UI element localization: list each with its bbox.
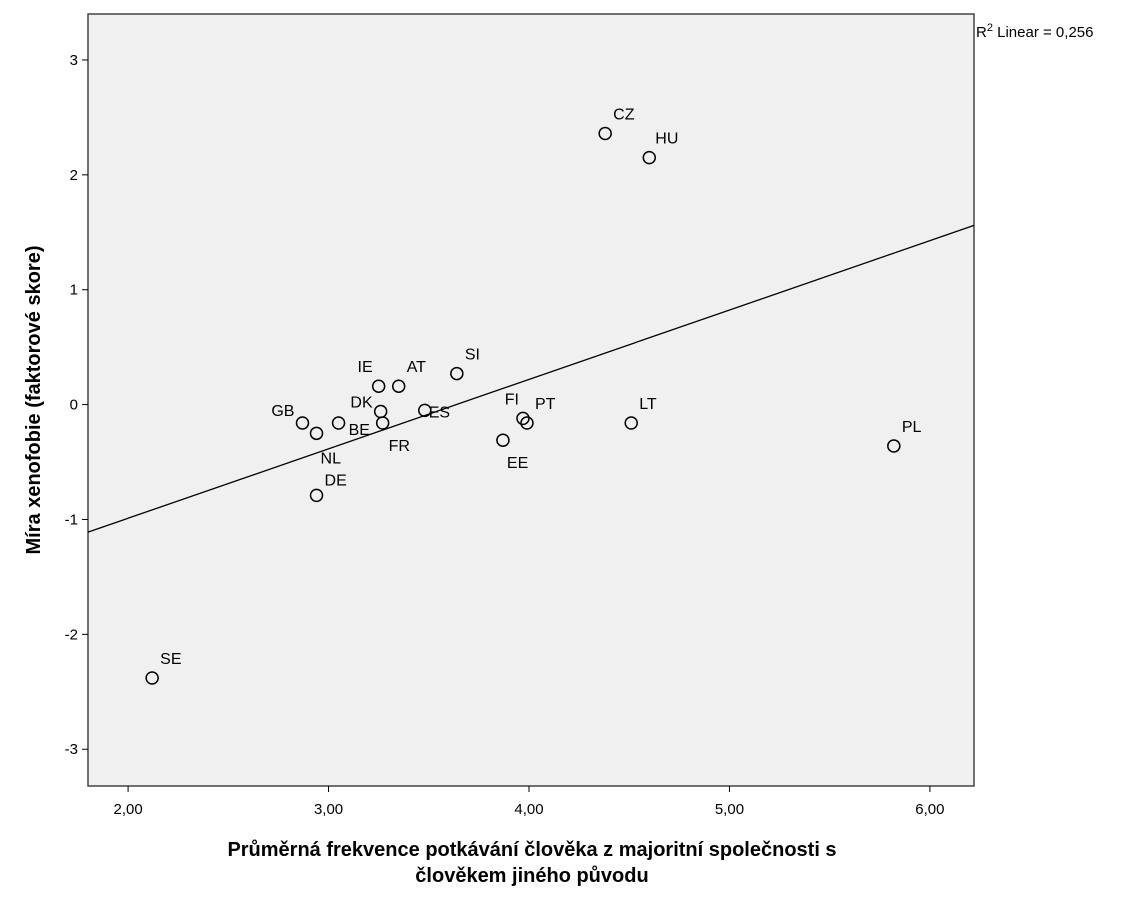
point-label: CZ (613, 106, 635, 123)
point-label: DK (350, 394, 373, 411)
y-tick-label: 0 (70, 397, 78, 414)
point-label: LT (639, 396, 657, 413)
x-tick-label: 5,00 (715, 801, 744, 818)
point-label: IE (358, 359, 373, 376)
point-marker (331, 416, 346, 430)
point-label: HU (655, 131, 678, 148)
point-marker (295, 416, 310, 430)
point-marker (624, 416, 638, 430)
x-axis-title-line1: Průměrná frekvence potkávání člověka z m… (227, 839, 836, 861)
point-label: SE (160, 651, 181, 668)
point-marker (642, 150, 657, 165)
r-squared-label: R2 Linear = 0,256 (976, 22, 1093, 41)
r2-superscript: 2 (987, 22, 993, 34)
point-marker (450, 366, 464, 381)
point-marker (309, 426, 324, 441)
point-marker (391, 379, 406, 393)
point-label: PT (535, 396, 556, 413)
point-label: EE (507, 455, 528, 472)
point-marker (371, 379, 386, 393)
y-axis-title: Míra xenofobie (faktorové skore) (23, 246, 45, 555)
y-tick-label: 3 (70, 52, 78, 69)
point-label: AT (407, 359, 426, 376)
point-label: FR (389, 438, 410, 455)
point-label: PL (902, 419, 922, 436)
point-label: FI (505, 391, 519, 408)
y-axis: 3 2 1 0 -1 -2 -3 (65, 52, 88, 758)
x-axis-title-line2: člověkem jiného původu (415, 865, 648, 887)
point-label: ES (429, 404, 450, 421)
point-marker (418, 403, 432, 418)
point-marker (375, 416, 390, 430)
point-marker (496, 433, 510, 447)
fit-line (87, 224, 975, 533)
x-tick-label: 4,00 (514, 801, 543, 818)
y-tick-label: -1 (65, 511, 78, 528)
point-marker (887, 439, 901, 453)
y-tick-label: -2 (65, 626, 78, 643)
point-label: SI (465, 347, 480, 364)
x-axis: 2,00 3,00 4,00 5,00 6,00 (113, 786, 945, 818)
point-marker (598, 126, 612, 141)
point-marker (309, 488, 324, 503)
x-tick-label: 3,00 (314, 801, 343, 818)
point-marker (520, 416, 534, 430)
r2-prefix: R (976, 24, 987, 41)
point-label: NL (321, 450, 342, 467)
point-marker (516, 411, 530, 426)
y-tick-label: 2 (70, 167, 78, 184)
data-points: CZ HU SI AT IE DK ES GB BE FR NL FI PT EE LT PL DE SE (145, 106, 922, 685)
point-label: DE (325, 472, 347, 489)
r2-text: Linear = 0,256 (993, 24, 1094, 41)
x-tick-label: 2,00 (113, 801, 142, 818)
point-label: BE (349, 422, 370, 439)
y-tick-label: 1 (70, 282, 78, 299)
x-tick-label: 6,00 (915, 801, 944, 818)
plot-area (87, 13, 975, 787)
y-tick-label: -3 (65, 741, 78, 758)
point-marker (145, 671, 159, 685)
point-label: GB (271, 403, 294, 420)
